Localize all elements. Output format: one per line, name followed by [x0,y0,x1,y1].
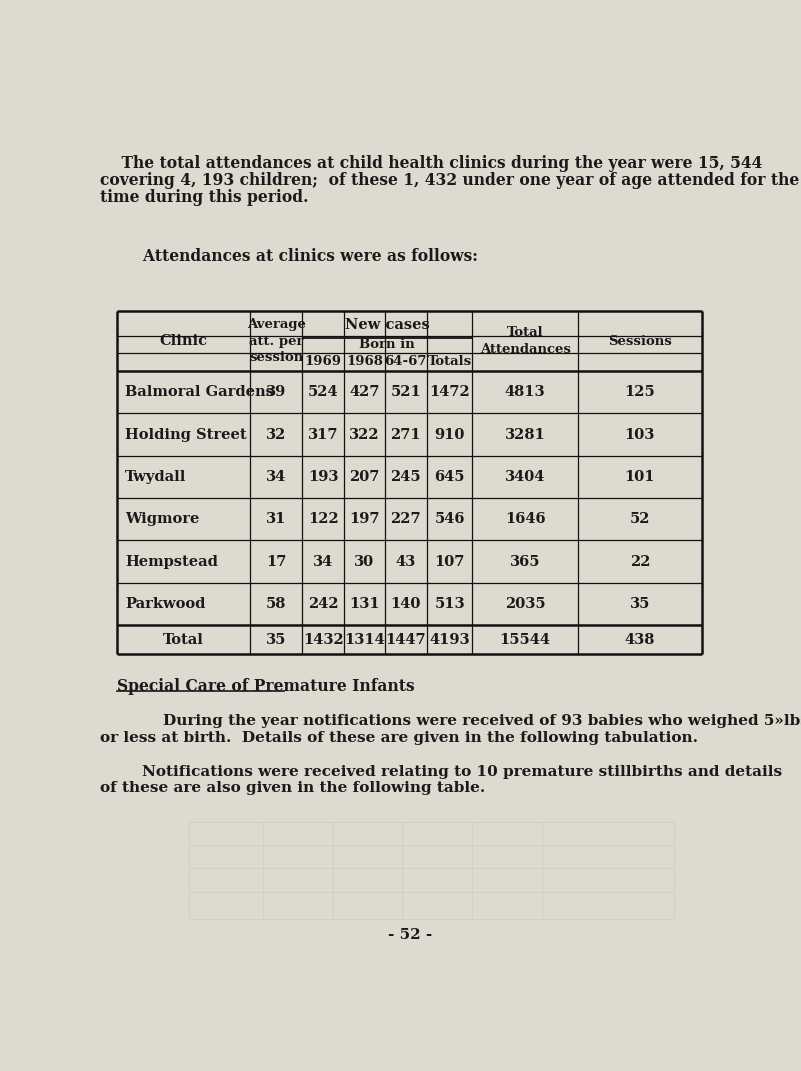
Text: 546: 546 [434,512,465,526]
Text: Twydall: Twydall [125,470,187,484]
Text: 58: 58 [266,597,286,610]
Text: 4813: 4813 [505,386,545,399]
Text: 3281: 3281 [505,427,545,441]
Text: 365: 365 [510,555,541,569]
Text: Hempstead: Hempstead [125,555,218,569]
Text: During the year notifications were received of 93 babies who weighed 5»lbs: During the year notifications were recei… [100,714,801,728]
Text: 271: 271 [391,427,421,441]
Text: 524: 524 [308,386,339,399]
Text: Attendances at clinics were as follows:: Attendances at clinics were as follows: [100,247,478,265]
Text: 438: 438 [625,633,655,647]
Text: 15544: 15544 [500,633,551,647]
Text: Sessions: Sessions [608,334,672,348]
Text: 52: 52 [630,512,650,526]
Text: Total
Attendances: Total Attendances [480,327,570,356]
Text: Special Care of Premature Infants: Special Care of Premature Infants [117,678,415,694]
Text: Clinic: Clinic [159,334,207,348]
Text: 35: 35 [266,633,286,647]
Text: Parkwood: Parkwood [125,597,205,610]
Text: 322: 322 [349,427,380,441]
Text: 39: 39 [266,386,286,399]
Text: 43: 43 [396,555,416,569]
Text: 242: 242 [308,597,339,610]
Text: 317: 317 [308,427,339,441]
Text: 107: 107 [434,555,465,569]
Text: Born in: Born in [360,338,415,351]
Text: 245: 245 [391,470,421,484]
Text: 513: 513 [434,597,465,610]
Text: 4193: 4193 [429,633,470,647]
Text: 227: 227 [391,512,421,526]
Text: 197: 197 [349,512,380,526]
Text: 34: 34 [266,470,286,484]
Text: 17: 17 [266,555,286,569]
Text: 1447: 1447 [385,633,426,647]
Text: 131: 131 [349,597,380,610]
Text: 64-67: 64-67 [384,356,427,368]
Text: 645: 645 [434,470,465,484]
Text: Wigmore: Wigmore [125,512,199,526]
Text: 140: 140 [391,597,421,610]
Text: 193: 193 [308,470,339,484]
Text: or less at birth.  Details of these are given in the following tabulation.: or less at birth. Details of these are g… [100,731,698,745]
Text: 22: 22 [630,555,650,569]
Text: The total attendances at child health clinics during the year were 15, 544: The total attendances at child health cl… [100,155,763,172]
Text: Average
att. per
session: Average att. per session [247,318,305,364]
Text: 1646: 1646 [505,512,545,526]
Text: 1472: 1472 [429,386,470,399]
Text: covering 4, 193 children;  of these 1, 432 under one year of age attended for th: covering 4, 193 children; of these 1, 43… [100,172,801,190]
Text: 207: 207 [349,470,380,484]
Text: 3404: 3404 [505,470,545,484]
Text: 125: 125 [625,386,655,399]
Text: Total: Total [163,633,204,647]
Text: 910: 910 [434,427,465,441]
Text: 427: 427 [349,386,380,399]
Text: Holding Street: Holding Street [125,427,247,441]
Text: 1432: 1432 [303,633,344,647]
Text: 34: 34 [313,555,333,569]
Text: 1968: 1968 [346,356,383,368]
Text: time during this period.: time during this period. [100,190,308,207]
Text: - 52 -: - 52 - [388,929,433,942]
Text: 35: 35 [630,597,650,610]
Text: 122: 122 [308,512,339,526]
Text: 1969: 1969 [305,356,342,368]
Text: Balmoral Gardens: Balmoral Gardens [125,386,274,399]
Text: 31: 31 [266,512,286,526]
Text: 101: 101 [625,470,655,484]
Text: of these are also given in the following table.: of these are also given in the following… [100,782,485,796]
Text: Totals: Totals [428,356,472,368]
Text: 30: 30 [354,555,374,569]
Text: 521: 521 [391,386,421,399]
Text: 2035: 2035 [505,597,545,610]
Text: New cases: New cases [345,318,429,332]
Text: Notifications were received relating to 10 premature stillbirths and details: Notifications were received relating to … [100,765,783,779]
Text: 103: 103 [625,427,655,441]
Text: 1314: 1314 [344,633,384,647]
Text: 32: 32 [266,427,286,441]
